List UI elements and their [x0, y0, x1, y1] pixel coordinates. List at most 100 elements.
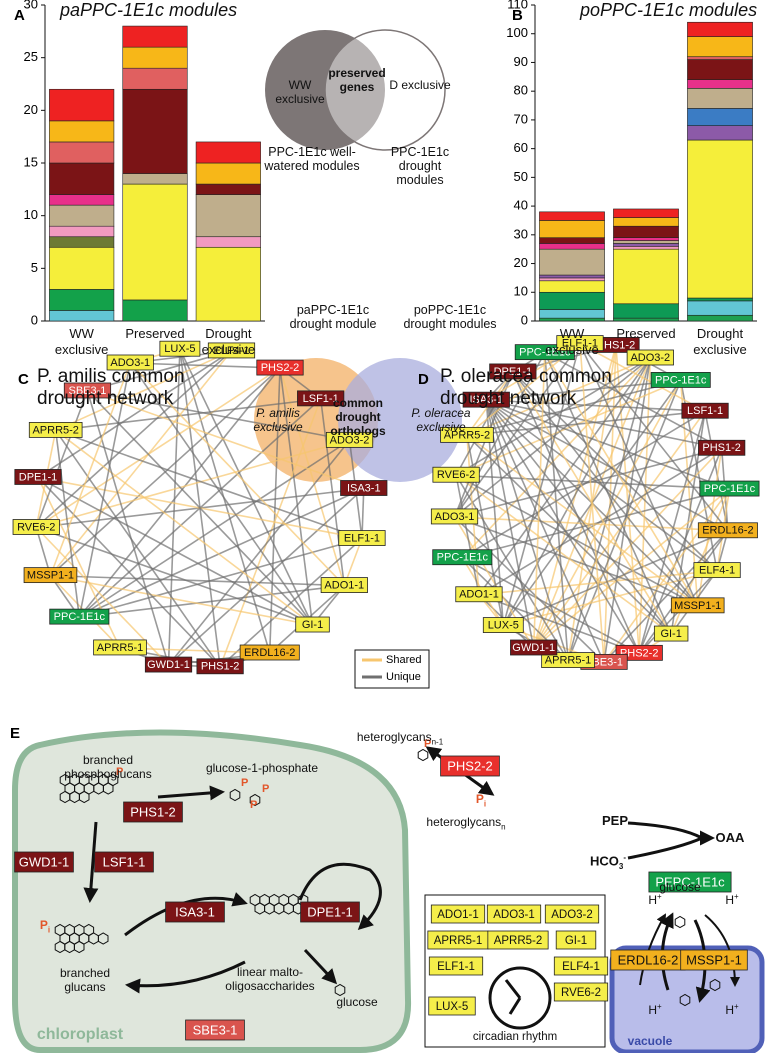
text-part: H [648, 1003, 657, 1017]
bar-segment [539, 248, 605, 276]
y-tick-label: 40 [514, 198, 528, 213]
gene-box [430, 904, 486, 924]
gene-box [544, 904, 600, 924]
network-edge [78, 367, 281, 618]
superscript: + [734, 1002, 739, 1011]
network-edge [453, 516, 605, 663]
network-node [430, 508, 479, 525]
network-node-label: APRR5-2 [444, 429, 490, 441]
metabolite-label: heteroglycansn-1 [340, 730, 460, 749]
arrow [627, 821, 712, 860]
venn-label: preserved genes [328, 66, 386, 94]
bar-segment [49, 225, 115, 238]
bar-segment [539, 274, 605, 279]
network-edge [461, 357, 651, 559]
network-edge [544, 352, 569, 661]
metabolite-label: linear malto-oligosaccharides [225, 965, 315, 993]
network-edge [55, 398, 321, 432]
network-edge [455, 474, 569, 661]
network-node [159, 340, 201, 357]
gene-box [165, 901, 225, 923]
bar-segment [49, 204, 115, 227]
gene-label: PEPC-1E1c [655, 874, 725, 889]
metabolite-label: glucose-1-phosphate [205, 761, 319, 775]
network-node-label: MSSP1-1 [674, 600, 721, 612]
network-edge [179, 348, 314, 626]
gene-box [555, 930, 597, 950]
x-tick-label: WW exclusive [545, 326, 599, 357]
network-edge [454, 516, 698, 607]
legend-label: Unique [386, 671, 421, 683]
network-node [489, 363, 537, 380]
network-edge [603, 530, 729, 663]
metabolite-label: glucose [336, 995, 378, 1009]
network-node [325, 431, 374, 448]
gene-label: SBE3-1 [193, 1022, 238, 1037]
bar-segment [687, 297, 753, 302]
network-edge [50, 574, 345, 587]
bar-segment [687, 314, 753, 322]
gene-label: GWD1-1 [19, 854, 70, 869]
gene-box [648, 871, 732, 893]
arrow [303, 948, 338, 985]
network-edge [49, 350, 233, 577]
network-node [320, 577, 368, 593]
network-node [239, 644, 300, 661]
bar-segment [687, 59, 753, 80]
gene-label: APRR5-2 [494, 935, 543, 947]
bar-segment [687, 79, 753, 89]
network-edge [453, 343, 581, 518]
glucose-unit [417, 748, 429, 762]
bar-segment [539, 243, 605, 250]
y-tick-label: 110 [507, 0, 528, 11]
bar-segment [539, 277, 605, 282]
y-tick-label: 10 [514, 284, 528, 299]
gene-label: ADO3-1 [493, 909, 535, 921]
bar-segment [195, 141, 261, 164]
gene-box [428, 956, 484, 976]
subscript: i [47, 925, 51, 935]
bar-segment [49, 88, 115, 122]
network-node-label: ADO3-2 [330, 434, 370, 446]
network-edge [466, 434, 672, 635]
network-edge [579, 343, 605, 663]
bar-segment [122, 67, 188, 90]
network-node [338, 530, 386, 546]
network-node-label: LUX-5 [488, 619, 519, 631]
panel-label: C [18, 371, 29, 388]
gene-label: PHS2-2 [447, 758, 493, 773]
network-node [698, 439, 746, 456]
text-part: P [475, 792, 484, 806]
phosphate: P [262, 783, 269, 795]
network-edge [35, 526, 313, 626]
clock-hands [504, 979, 522, 1015]
network-edge [130, 362, 281, 369]
network-edge [55, 429, 221, 668]
bar-segment [49, 289, 115, 311]
bar-segment [539, 291, 605, 310]
network-edge [268, 368, 281, 654]
phosphate: P [424, 738, 431, 750]
network-node-label: ADO1-1 [324, 579, 364, 591]
network-node-label: GWD1-1 [512, 642, 555, 654]
x-tick-label: Preserved [125, 326, 185, 341]
network-edge [167, 349, 181, 666]
bar-segment [687, 21, 753, 37]
venn-circle [338, 358, 462, 482]
y-tick-label: 90 [514, 54, 528, 69]
bar-segment [539, 317, 605, 322]
glucose-unit [102, 782, 114, 795]
network-edge [87, 390, 365, 490]
bar-segment [122, 46, 188, 69]
network-node-label: GI-1 [660, 628, 681, 640]
network-edge [485, 400, 535, 649]
venn-label: P. oleracea exclusive [411, 406, 471, 434]
venn-label: WW exclusive [275, 78, 325, 106]
y-tick-label: 100 [506, 25, 528, 40]
network-edge [78, 362, 132, 618]
gene-box [428, 996, 476, 1016]
proton: H+ [643, 1000, 667, 1017]
network-node [106, 354, 154, 371]
network-edge [486, 399, 706, 413]
